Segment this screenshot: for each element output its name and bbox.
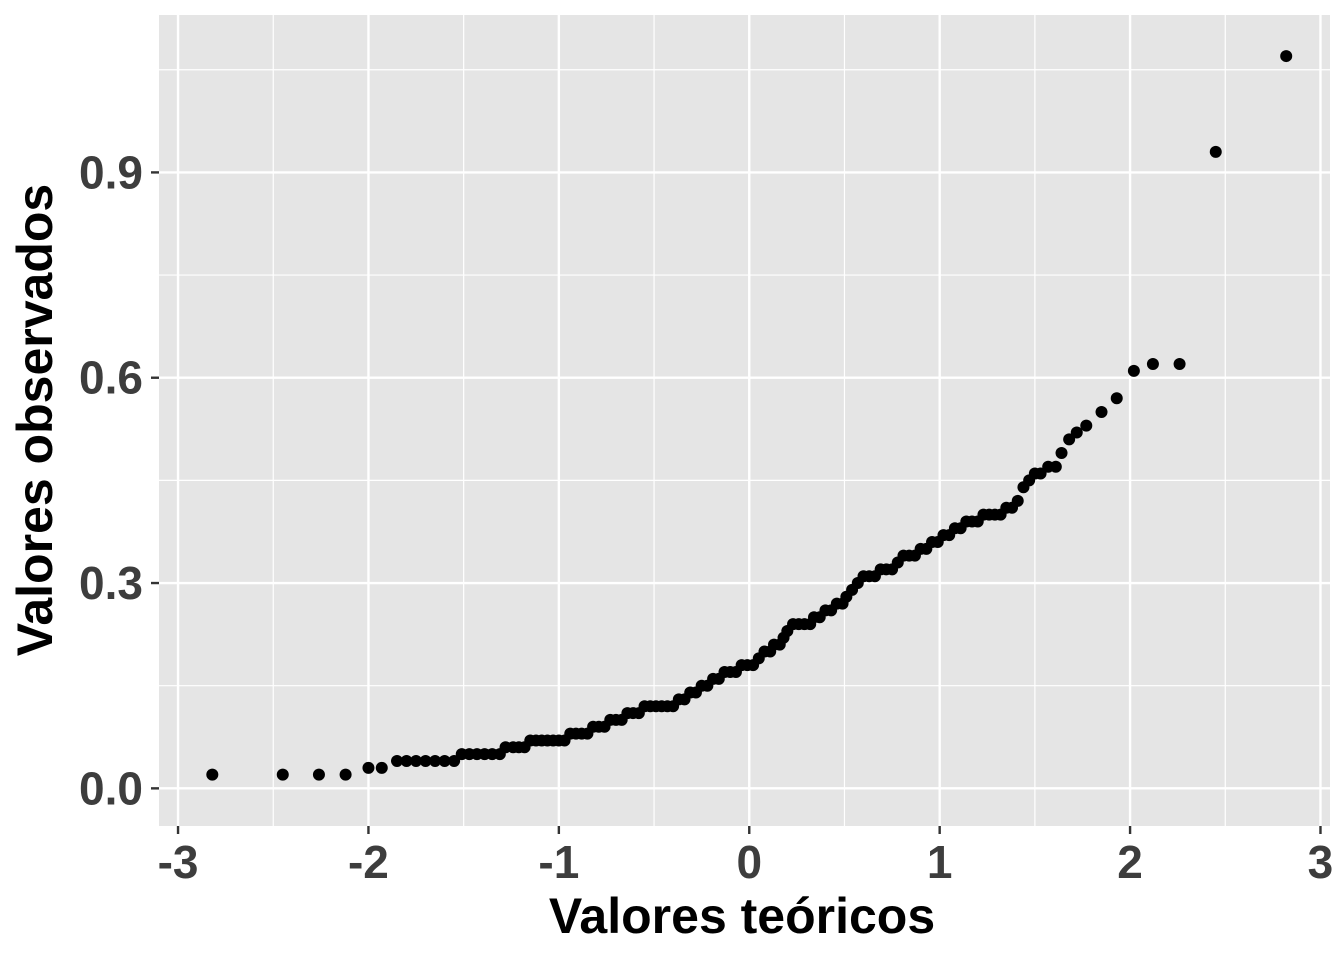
data-point xyxy=(339,768,352,781)
data-point xyxy=(1146,358,1159,371)
x-tick-label: -2 xyxy=(348,836,389,888)
data-point xyxy=(312,768,325,781)
data-point xyxy=(362,761,375,774)
x-tick-label: 0 xyxy=(736,836,762,888)
data-point xyxy=(375,761,388,774)
x-tick-label: -1 xyxy=(538,836,579,888)
data-point xyxy=(391,754,404,767)
data-point xyxy=(1080,419,1093,432)
data-point xyxy=(448,754,461,767)
y-tick-label: 0.6 xyxy=(79,352,143,404)
x-tick-label: 2 xyxy=(1117,836,1143,888)
major-gridlines xyxy=(159,15,1330,826)
data-point xyxy=(1070,426,1083,439)
data-point xyxy=(1173,358,1186,371)
data-point xyxy=(1095,405,1108,418)
data-point xyxy=(438,754,451,767)
data-points xyxy=(206,50,1293,781)
x-tick-label: 3 xyxy=(1308,836,1334,888)
y-axis: 0.0 0.3 0.6 0.9 xyxy=(79,146,159,814)
data-point xyxy=(1034,467,1047,480)
data-point xyxy=(1063,433,1076,446)
data-point xyxy=(1011,494,1024,507)
data-point xyxy=(429,754,442,767)
data-point xyxy=(1049,460,1062,473)
data-point xyxy=(1280,50,1293,63)
data-point xyxy=(410,754,423,767)
data-point xyxy=(206,768,219,781)
plot-panel xyxy=(159,15,1330,826)
x-axis: -3 -2 -1 0 1 2 3 xyxy=(158,826,1334,888)
data-point xyxy=(419,754,432,767)
x-tick-label: -3 xyxy=(158,836,199,888)
minor-gridlines xyxy=(159,15,1330,826)
y-tick-label: 0.9 xyxy=(79,146,143,198)
x-tick-label: 1 xyxy=(927,836,953,888)
data-point xyxy=(1209,145,1222,158)
y-tick-label: 0.0 xyxy=(79,762,143,814)
y-axis-title: Valores observados xyxy=(7,184,63,656)
x-axis-title: Valores teóricos xyxy=(549,888,935,944)
data-point xyxy=(400,754,413,767)
data-point xyxy=(1127,364,1140,377)
data-point xyxy=(1055,447,1068,460)
y-tick-label: 0.3 xyxy=(79,557,143,609)
data-point xyxy=(276,768,289,781)
data-point xyxy=(1110,392,1123,405)
